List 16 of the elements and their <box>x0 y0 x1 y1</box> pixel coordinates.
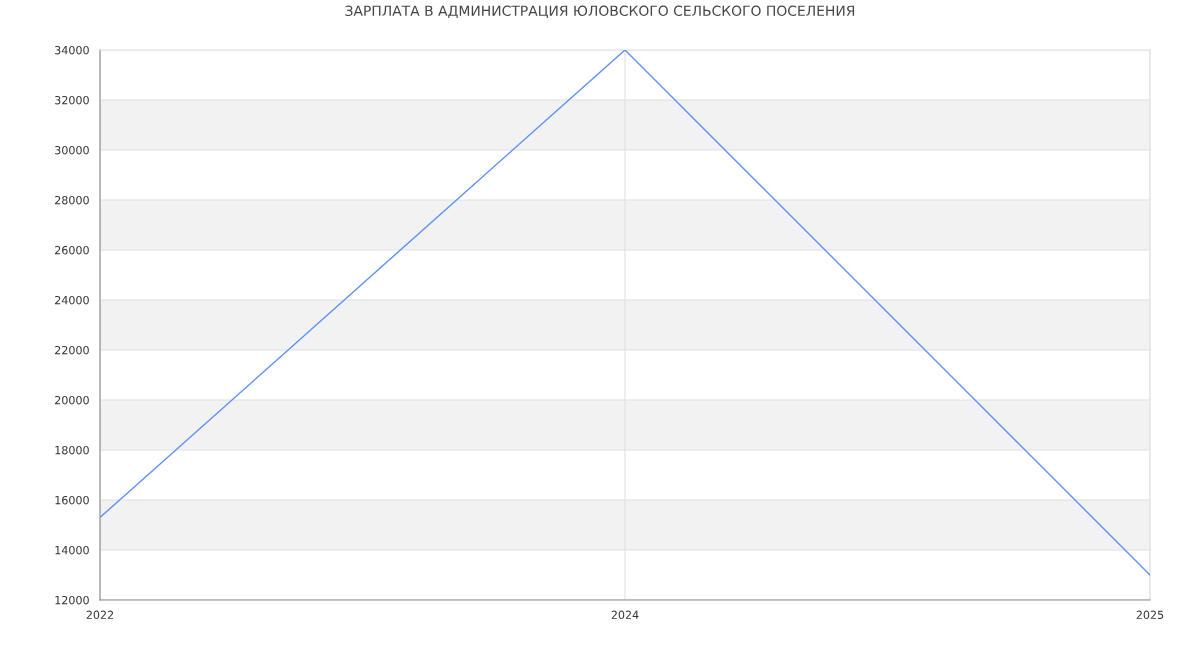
y-tick-label: 30000 <box>55 145 89 155</box>
x-tick-label: 2022 <box>86 610 114 620</box>
y-tick-label: 28000 <box>55 195 89 205</box>
y-tick-label: 22000 <box>55 345 89 355</box>
y-tick-label: 12000 <box>55 595 89 605</box>
y-tick-label: 26000 <box>55 245 89 255</box>
chart-title: ЗАРПЛАТА В АДМИНИСТРАЦИЯ ЮЛОВСКОГО СЕЛЬСКОГО ПОСЕЛЕНИЯ <box>345 5 855 19</box>
y-tick-label: 18000 <box>55 445 89 455</box>
x-tick-label: 2024 <box>611 610 639 620</box>
y-tick-label: 20000 <box>55 395 89 405</box>
y-tick-label: 34000 <box>55 45 89 55</box>
y-tick-label: 16000 <box>55 495 89 505</box>
x-tick-label: 2025 <box>1136 610 1164 620</box>
y-tick-label: 14000 <box>55 545 89 555</box>
y-tick-label: 32000 <box>55 95 89 105</box>
y-tick-label: 24000 <box>55 295 89 305</box>
